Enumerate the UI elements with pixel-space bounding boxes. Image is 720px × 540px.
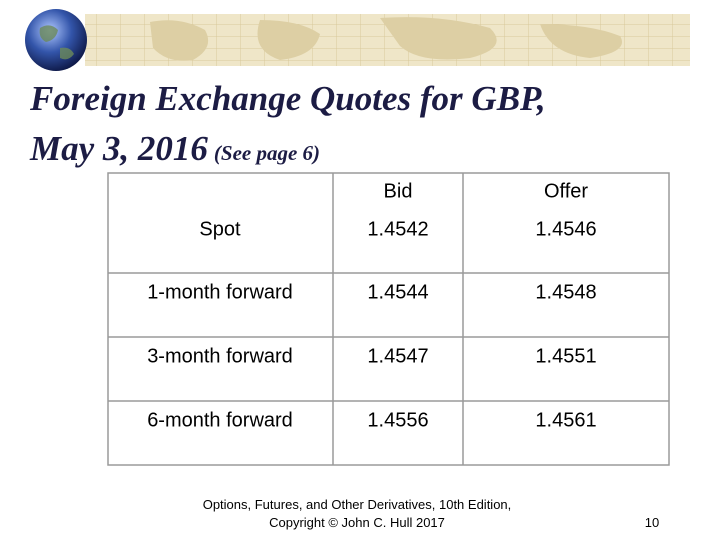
footer-text: Options, Futures, and Other Derivatives,… (203, 497, 512, 512)
title-line: May 3, 2016 (See page 6) (29, 129, 320, 168)
quote-cell: 1.4556 (367, 409, 428, 431)
row-label: 6-month forward (147, 409, 293, 431)
column-header: Bid (384, 180, 413, 202)
quote-cell: 1.4551 (535, 345, 596, 367)
table-cells: Bid Offer Spot 1.4542 1.4546 1-month forward 1… (147, 180, 596, 431)
quote-cell: 1.4542 (367, 218, 428, 240)
table-border (107, 172, 670, 466)
quote-cell: 1.4548 (535, 281, 596, 303)
footer-text: Copyright © John C. Hull 2017 (269, 515, 445, 530)
row-label: 3-month forward (147, 345, 293, 367)
table (107, 172, 670, 466)
title-date: May 3, 2016 (29, 129, 208, 168)
quote-cell: 1.4546 (535, 218, 596, 240)
row-label: 1-month forward (147, 281, 293, 303)
quote-cell: 1.4544 (367, 281, 428, 303)
column-header: Offer (544, 180, 588, 202)
page-number: 10 (645, 515, 659, 530)
title: Foreign Exchange Quotes for GBP, (29, 79, 546, 118)
title-note: (See page 6) (214, 141, 320, 165)
quote-cell: 1.4561 (535, 409, 596, 431)
banner (25, 9, 690, 71)
quote-cell: 1.4547 (367, 345, 428, 367)
row-label: Spot (199, 218, 241, 240)
